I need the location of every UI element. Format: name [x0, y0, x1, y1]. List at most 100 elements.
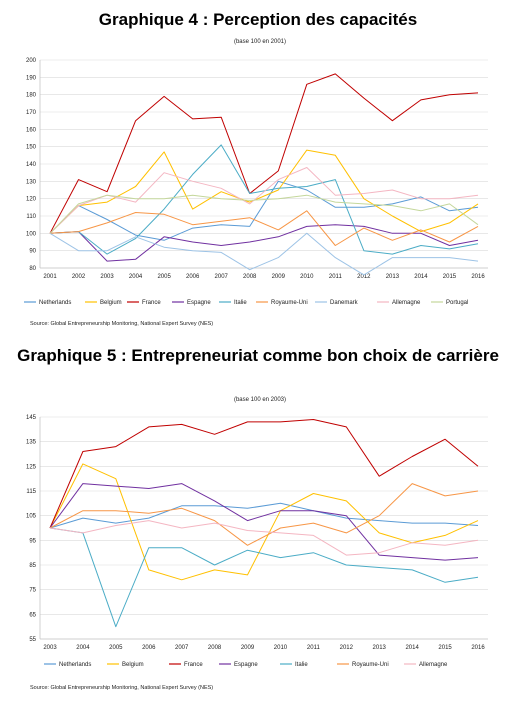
- y-tick-label: 95: [29, 538, 36, 544]
- x-tick-label: 2012: [340, 645, 354, 651]
- x-tick-label: 2007: [215, 274, 229, 280]
- series-line-netherlands: [49, 180, 479, 241]
- y-tick-label: 160: [26, 127, 37, 133]
- series-line-belgium: [49, 463, 479, 581]
- chart-1-y-axis: 80 90 100 110 120 130 140 150 160 170 180 190 200: [26, 58, 41, 272]
- y-tick-label: 105: [26, 514, 37, 520]
- series-line-italie: [49, 144, 479, 255]
- x-tick-label: 2004: [76, 645, 90, 651]
- y-tick-label: 120: [26, 197, 37, 203]
- chart-2-legend: Netherlands Belgium France Espagne Italie Roy…: [44, 662, 448, 668]
- x-tick-label: 2012: [357, 274, 371, 280]
- x-tick-label: 2013: [386, 274, 400, 280]
- legend-label: Royaume-Uni: [352, 662, 389, 668]
- legend-label: Italie: [234, 300, 247, 306]
- y-tick-label: 80: [29, 266, 36, 272]
- chart-entrepreneuriat-carriere: Graphique 5 : Entrepreneuriat comme bon …: [17, 346, 499, 691]
- y-tick-label: 180: [26, 93, 37, 99]
- y-tick-label: 150: [26, 145, 37, 151]
- y-tick-label: 200: [26, 58, 37, 64]
- series-line-royaume-uni: [49, 483, 479, 546]
- y-tick-label: 85: [29, 563, 36, 569]
- legend-label: Belgium: [122, 662, 144, 668]
- chart-2-y-axis: 55 65 75 85 95 105 115 125 135 145: [26, 415, 41, 643]
- series-line-italie: [49, 527, 479, 628]
- x-tick-label: 2006: [142, 645, 156, 651]
- legend-label: Danemark: [330, 300, 359, 306]
- x-tick-label: 2005: [157, 274, 171, 280]
- x-tick-label: 2002: [72, 274, 86, 280]
- series-line-allemagne: [49, 520, 479, 556]
- series-line-france: [49, 73, 479, 234]
- y-tick-label: 135: [26, 440, 37, 446]
- y-tick-label: 90: [29, 249, 36, 255]
- x-tick-label: 2001: [43, 274, 57, 280]
- y-tick-label: 170: [26, 110, 37, 116]
- chart-2-x-axis: 2003 2004 2005 2006 2007 2008 2009 2010 2011 2012…: [43, 645, 485, 651]
- x-tick-label: 2007: [175, 645, 189, 651]
- series-line-danemark: [49, 232, 479, 276]
- y-tick-label: 55: [29, 637, 36, 643]
- x-tick-label: 2015: [443, 274, 457, 280]
- chart-2-title: Graphique 5 : Entrepreneuriat comme bon …: [17, 346, 499, 365]
- chart-2-source: Source: Global Entrepreneurship Monitori…: [30, 685, 213, 691]
- chart-1-source: Source: Global Entrepreneurship Monitori…: [30, 321, 213, 327]
- x-tick-label: 2016: [471, 274, 485, 280]
- x-tick-label: 2014: [405, 645, 419, 651]
- series-line-portugal: [49, 194, 479, 234]
- legend-label: Portugal: [446, 300, 468, 306]
- x-tick-label: 2015: [438, 645, 452, 651]
- x-tick-label: 2003: [100, 274, 114, 280]
- series-line-espagne: [49, 483, 479, 561]
- y-tick-label: 100: [26, 231, 37, 237]
- series-line-belgium: [49, 149, 479, 234]
- x-tick-label: 2013: [373, 645, 387, 651]
- legend-label: France: [142, 300, 161, 306]
- chart-2-gridlines: [40, 416, 488, 640]
- chart-1-subtitle: (base 100 en 2001): [234, 39, 286, 45]
- y-tick-label: 125: [26, 464, 37, 470]
- series-line-allemagne: [49, 167, 479, 234]
- x-tick-label: 2003: [43, 645, 57, 651]
- y-tick-label: 65: [29, 612, 36, 618]
- y-tick-label: 140: [26, 162, 37, 168]
- series-line-netherlands: [49, 502, 479, 529]
- x-tick-label: 2006: [186, 274, 200, 280]
- chart-1-series: [49, 73, 479, 276]
- x-tick-label: 2016: [471, 645, 485, 651]
- x-tick-label: 2010: [300, 274, 314, 280]
- chart-2-subtitle: (base 100 en 2003): [234, 397, 286, 403]
- y-tick-label: 115: [26, 489, 36, 495]
- x-tick-label: 2005: [109, 645, 123, 651]
- x-tick-label: 2010: [274, 645, 288, 651]
- series-line-espagne: [49, 224, 479, 262]
- legend-label: Espagne: [234, 662, 258, 668]
- chart-1-legend: Netherlands Belgium France Espagne Italie Roy…: [24, 300, 468, 306]
- series-line-france: [49, 419, 479, 529]
- x-tick-label: 2008: [208, 645, 222, 651]
- legend-label: Allemagne: [392, 300, 421, 306]
- x-tick-label: 2004: [129, 274, 143, 280]
- x-tick-label: 2009: [241, 645, 255, 651]
- y-tick-label: 130: [26, 179, 37, 185]
- y-tick-label: 110: [26, 214, 36, 220]
- legend-label: Royaume-Uni: [271, 300, 308, 306]
- y-tick-label: 145: [26, 415, 37, 421]
- x-tick-label: 2008: [243, 274, 257, 280]
- chart-perception-capacites: Graphique 4 : Perception des capacités (…: [24, 10, 488, 327]
- chart-1-x-axis: 2001 2002 2003 2004 2005 2006 2007 2008 2009 2010…: [43, 274, 485, 280]
- legend-label: Netherlands: [59, 662, 91, 668]
- y-tick-label: 190: [26, 75, 37, 81]
- legend-label: Allemagne: [419, 662, 448, 668]
- chart-2-series: [49, 419, 479, 628]
- x-tick-label: 2011: [307, 645, 321, 651]
- legend-label: Italie: [295, 662, 308, 668]
- legend-label: Espagne: [187, 300, 211, 306]
- x-tick-label: 2014: [414, 274, 428, 280]
- chart-1-gridlines: [40, 59, 488, 269]
- y-tick-label: 75: [29, 588, 36, 594]
- chart-1-title: Graphique 4 : Perception des capacités: [99, 10, 417, 29]
- legend-label: Belgium: [100, 300, 122, 306]
- x-tick-label: 2011: [329, 274, 343, 280]
